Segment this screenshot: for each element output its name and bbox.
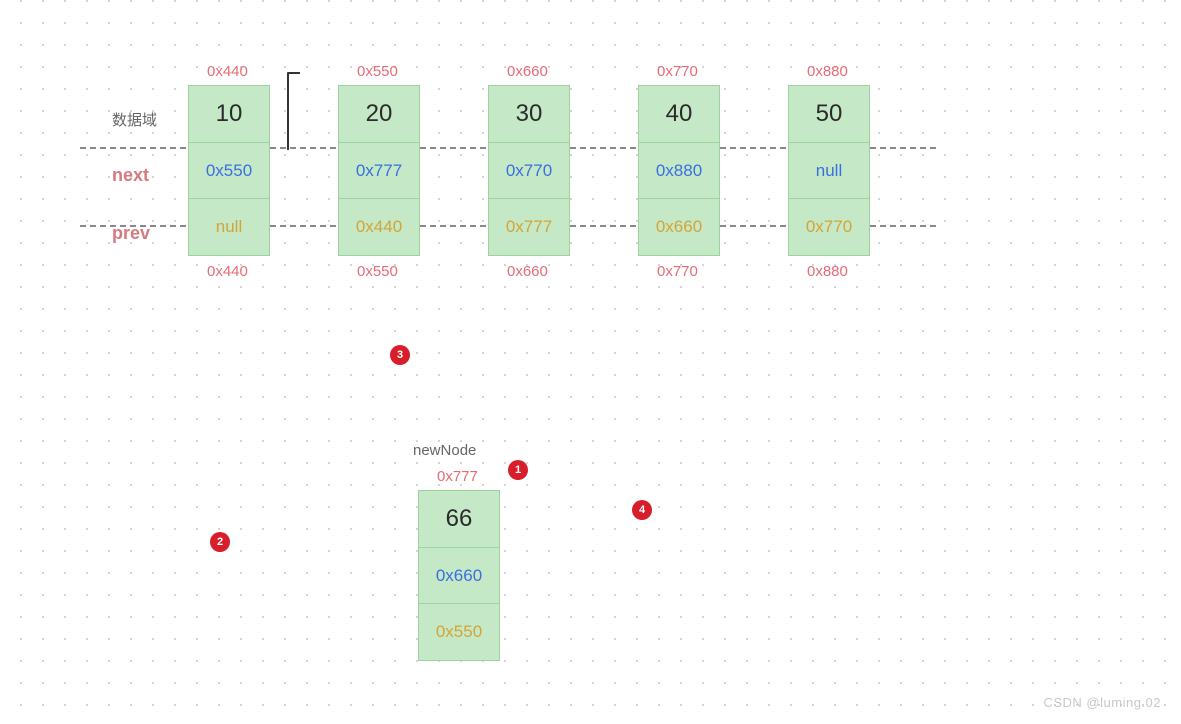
node-data: 10 [188, 85, 270, 143]
list-node-4: 50null0x7700x8800x880 [788, 85, 870, 256]
row-label-next: next [112, 165, 149, 186]
node-addr-bottom: 0x660 [507, 263, 548, 280]
node-prev: 0x550 [418, 603, 500, 661]
list-node-1: 200x7770x4400x5500x550 [338, 85, 420, 256]
list-node-3: 400x8800x6600x7700x770 [638, 85, 720, 256]
new-node: 660x6600x5500x777newNode [418, 490, 500, 661]
node-addr-top: 0x880 [807, 63, 848, 80]
node-prev: 0x440 [338, 198, 420, 256]
row-label-prev: prev [112, 223, 150, 244]
node-prev: null [188, 198, 270, 256]
node-addr-bottom: 0x880 [807, 263, 848, 280]
node-next: 0x777 [338, 142, 420, 200]
node-data: 40 [638, 85, 720, 143]
node-prev: 0x770 [788, 198, 870, 256]
node-next: 0x660 [418, 547, 500, 605]
watermark: CSDN @luming.02 [1043, 695, 1161, 710]
step-badge-1: 1 [508, 460, 528, 480]
node-next: null [788, 142, 870, 200]
step-badge-4: 4 [632, 500, 652, 520]
list-node-0: 100x550null0x4400x440 [188, 85, 270, 256]
step-badge-2: 2 [210, 532, 230, 552]
node-next: 0x550 [188, 142, 270, 200]
node-data: 66 [418, 490, 500, 548]
list-node-2: 300x7700x7770x6600x660 [488, 85, 570, 256]
row-label-data: 数据域 [112, 109, 157, 130]
node-addr-top: 0x777 [437, 468, 478, 485]
node-prev: 0x777 [488, 198, 570, 256]
node-addr-top: 0x770 [657, 63, 698, 80]
node-data: 20 [338, 85, 420, 143]
dot-grid-background [0, 0, 1181, 724]
node-data: 50 [788, 85, 870, 143]
node-addr-bottom: 0x440 [207, 263, 248, 280]
node-addr-top: 0x550 [357, 63, 398, 80]
node-next: 0x880 [638, 142, 720, 200]
step-badge-3: 3 [390, 345, 410, 365]
node-addr-bottom: 0x550 [357, 263, 398, 280]
node-addr-top: 0x440 [207, 63, 248, 80]
node-addr-bottom: 0x770 [657, 263, 698, 280]
node-data: 30 [488, 85, 570, 143]
node-next: 0x770 [488, 142, 570, 200]
node-addr-top: 0x660 [507, 63, 548, 80]
node-prev: 0x660 [638, 198, 720, 256]
new-node-label: newNode [413, 442, 476, 459]
